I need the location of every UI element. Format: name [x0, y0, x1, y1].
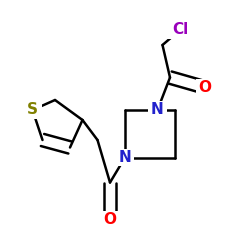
Text: N: N [151, 102, 164, 118]
Text: S: S [27, 102, 38, 118]
Text: O: O [104, 212, 117, 228]
FancyBboxPatch shape [196, 79, 214, 96]
FancyBboxPatch shape [116, 149, 134, 166]
Text: Cl: Cl [172, 22, 188, 38]
FancyBboxPatch shape [100, 211, 119, 229]
FancyBboxPatch shape [23, 101, 42, 119]
FancyBboxPatch shape [148, 101, 167, 119]
Text: O: O [198, 80, 211, 95]
Text: N: N [119, 150, 132, 165]
FancyBboxPatch shape [166, 21, 194, 39]
